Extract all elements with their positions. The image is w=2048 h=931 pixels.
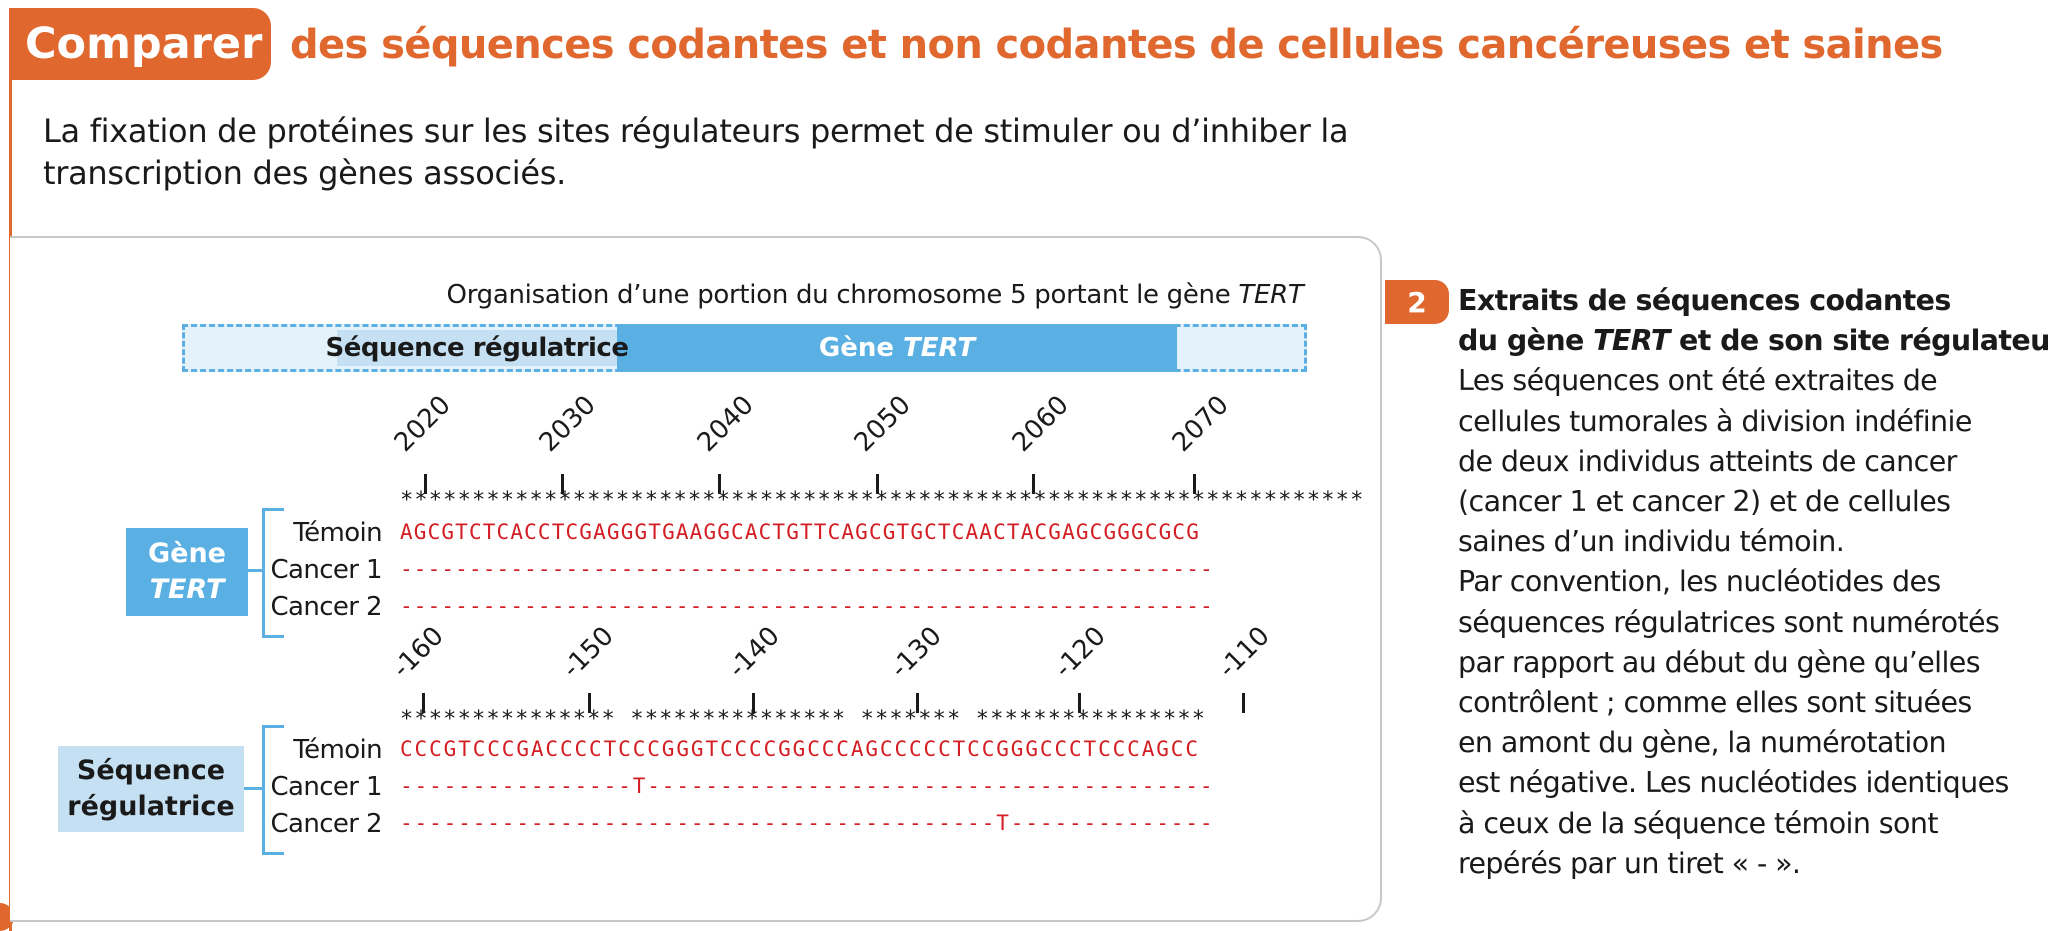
caption-line: (cancer 1 et cancer 2) et de cellules xyxy=(1458,485,1951,519)
tick-mark xyxy=(1193,474,1196,494)
reg-seq-cancer1: ----------------T-----------------------… xyxy=(400,774,1215,798)
caption-line: Les séquences ont été extraites de xyxy=(1458,364,1938,398)
tick-mark xyxy=(588,693,591,713)
gene-position-markers: ****************************************… xyxy=(400,488,1365,513)
tick-mark xyxy=(1078,693,1081,713)
caption-line: de deux individus atteints de cancer xyxy=(1458,444,1957,478)
caption-line: par rapport au début du gène qu’elles xyxy=(1458,645,1981,679)
tick-mark xyxy=(876,474,879,494)
caption-line: à ceux de la séquence témoin sont xyxy=(1458,806,1939,840)
caption-line: saines d’un individu témoin. xyxy=(1458,525,1845,559)
gene-tert-box: Gène TERT xyxy=(126,528,248,616)
caption-line: en amont du gène, la numérotation xyxy=(1458,726,1947,760)
gene-seq-temoin: AGCGTCTCACCTCGAGGGTGAAGGCACTGTTCAGCGTGCT… xyxy=(400,520,1200,544)
tick-mark xyxy=(916,693,919,713)
caption-line: contrôlent ; comme elles sont situées xyxy=(1458,686,1972,720)
document-number-badge: 2 xyxy=(1385,280,1449,324)
tick-mark xyxy=(1032,474,1035,494)
row-label-cancer1: Cancer 1 xyxy=(270,772,382,802)
regulatory-segment: Séquence régulatrice xyxy=(326,330,629,366)
regulatory-bracket-stub xyxy=(244,787,262,790)
tick-mark xyxy=(561,474,564,494)
tick-mark xyxy=(752,693,755,713)
regulatory-position-markers: *************** *************** ******* … xyxy=(400,707,1207,732)
caption-line: repérés par un tiret « - ». xyxy=(1458,846,1801,880)
tick-mark xyxy=(718,474,721,494)
caption-title-line1: Extraits de séquences codantes xyxy=(1458,284,1951,317)
row-label-cancer1: Cancer 1 xyxy=(270,555,382,585)
row-label-cancer2: Cancer 2 xyxy=(270,592,382,622)
reg-seq-cancer2: ----------------------------------------… xyxy=(400,811,1215,835)
caption-line: est négative. Les nucléotides identiques xyxy=(1458,766,2009,800)
caption-line: Par convention, les nucléotides des xyxy=(1458,565,1941,599)
row-label-cancer2: Cancer 2 xyxy=(270,809,382,839)
page-title: des séquences codantes et non codantes d… xyxy=(290,22,1943,68)
regulatory-box: Séquence régulatrice xyxy=(58,746,244,832)
row-label-temoin: Témoin xyxy=(293,735,382,765)
document-caption: Extraits de séquences codantes du gène T… xyxy=(1458,281,2048,884)
intro-paragraph: La fixation de protéines sur les sites r… xyxy=(43,112,1349,192)
tick-mark xyxy=(424,474,427,494)
reg-seq-temoin: CCCGTCCCGACCCCTCCCGGGTCCCCGGCCCAGCCCCCTC… xyxy=(400,737,1200,761)
gene-seq-cancer2: ----------------------------------------… xyxy=(400,594,1214,618)
tick-mark xyxy=(422,693,425,713)
gene-segment: Gène TERT xyxy=(617,324,1177,372)
gene-bracket-stub xyxy=(248,569,262,572)
title-badge: Comparer xyxy=(9,8,271,80)
gene-seq-cancer1: ----------------------------------------… xyxy=(400,557,1214,581)
caption-line: cellules tumorales à division indéfinie xyxy=(1458,404,1972,438)
regulatory-bracket xyxy=(262,725,284,855)
caption-line: séquences régulatrices sont numérotés xyxy=(1458,605,2000,639)
gene-bracket xyxy=(262,508,284,638)
caption-title-line2: du gène TERT et de son site régulateur. xyxy=(1458,324,2048,358)
schema-title: Organisation d’une portion du chromosome… xyxy=(446,280,1304,310)
row-label-temoin: Témoin xyxy=(293,518,382,548)
tick-mark xyxy=(1242,693,1245,713)
